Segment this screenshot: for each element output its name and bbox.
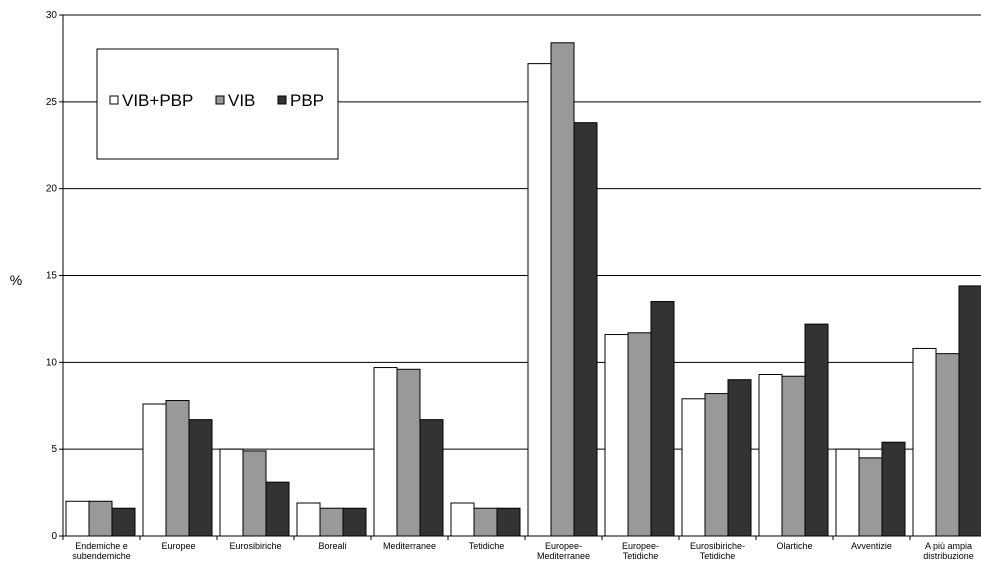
bar-pbp: [111, 507, 136, 537]
x-category-label: Olartiche: [776, 541, 812, 551]
bar-vib-pbp: [219, 448, 244, 537]
bar-pbp: [496, 507, 521, 537]
bar-pbp: [342, 507, 367, 537]
y-axis-ticks: 0 5 10 15 20 25 30: [46, 10, 63, 542]
x-category-label: Eurosibiriche: [229, 541, 281, 551]
x-category-label: A più ampia: [925, 541, 972, 551]
bar-pbp: [419, 419, 444, 537]
bar-vib: [704, 393, 729, 537]
x-category-label: Europee-: [545, 541, 582, 551]
y-axis-label: %: [10, 272, 22, 288]
bar-pbp: [265, 481, 290, 537]
y-tick-label: 5: [51, 444, 57, 455]
x-category-label: Boreali: [318, 541, 346, 551]
legend-swatch: [109, 95, 119, 105]
legend-label: VIB+PBP: [122, 91, 193, 110]
bar-pbp: [881, 441, 906, 537]
legend-label: PBP: [290, 91, 324, 110]
x-category-label: Endemiche e: [75, 541, 128, 551]
x-category-label: Tetidiche: [469, 541, 505, 551]
bar-vib: [319, 507, 344, 537]
bar-vib-pbp: [450, 502, 475, 537]
bar-vib: [627, 332, 652, 537]
legend-swatch: [215, 95, 225, 105]
bar-pbp: [573, 122, 598, 537]
y-tick-label: 15: [46, 271, 58, 282]
x-category-label: Avventizie: [851, 541, 892, 551]
bar-vib-pbp: [142, 403, 167, 537]
bars: [65, 42, 981, 537]
x-category-label: Mediterranee: [383, 541, 436, 551]
x-category-label: distribuzione: [923, 551, 974, 561]
bar-vib-pbp: [65, 500, 90, 537]
y-tick-label: 30: [46, 10, 58, 21]
bar-pbp: [727, 379, 752, 537]
x-category-label: Mediterranee: [537, 551, 590, 561]
legend: VIB+PBP VIB PBP: [96, 48, 339, 160]
bar-vib-pbp: [296, 502, 321, 537]
bar-vib: [242, 450, 267, 537]
y-tick-label: 25: [46, 97, 58, 108]
y-tick-label: 20: [46, 184, 58, 195]
bar-vib-pbp: [912, 347, 937, 537]
bar-vib-pbp: [681, 398, 706, 537]
y-tick-label: 0: [51, 531, 57, 542]
bar-vib-pbp: [604, 334, 629, 537]
legend-label: VIB: [228, 91, 255, 110]
bar-pbp: [958, 285, 981, 537]
bar-vib: [858, 457, 883, 537]
bar-vib-pbp: [835, 448, 860, 537]
bar-vib: [88, 500, 113, 537]
bar-pbp: [650, 301, 675, 537]
x-category-label: Europee: [161, 541, 195, 551]
bar-vib: [396, 368, 421, 537]
bar-pbp: [804, 323, 829, 537]
bar-vib: [935, 353, 960, 537]
bar-vib-pbp: [758, 373, 783, 537]
bar-vib: [473, 507, 498, 537]
bar-pbp: [188, 419, 213, 537]
bar-vib-pbp: [373, 367, 398, 537]
x-category-label: Tetidiche: [700, 551, 736, 561]
bar-vib: [550, 42, 575, 537]
bar-vib: [165, 400, 190, 537]
x-category-label: Eurosibiriche-: [690, 541, 745, 551]
x-category-label: subendemiche: [72, 551, 131, 561]
y-tick-label: 10: [46, 357, 58, 368]
legend-swatch: [277, 95, 287, 105]
bar-vib: [781, 375, 806, 537]
x-category-label: Tetidiche: [623, 551, 659, 561]
bar-vib-pbp: [527, 63, 552, 537]
x-category-label: Europee-: [622, 541, 659, 551]
